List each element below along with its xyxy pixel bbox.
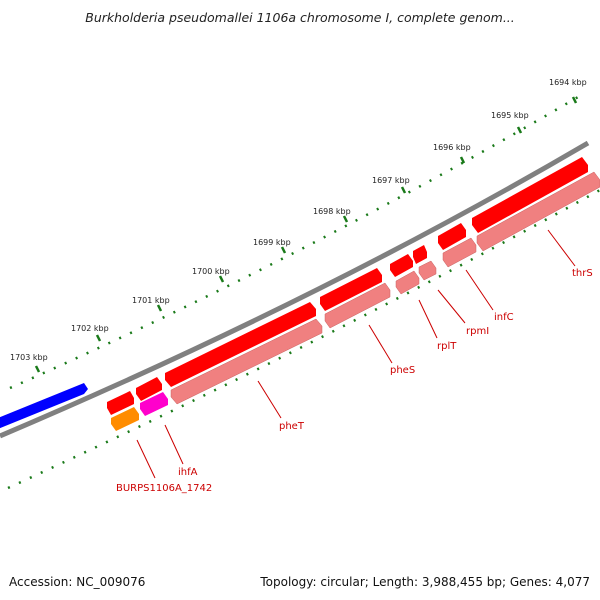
topology-label: Topology: circular; Length: 3,988,455 bp… bbox=[260, 575, 590, 589]
ruler-tick-label: 1702 kbp bbox=[71, 324, 109, 333]
forward-strand-genes bbox=[0, 157, 588, 429]
gene-label-thrS: thrS bbox=[572, 268, 593, 279]
gene-pheS-track bbox=[324, 282, 391, 329]
gene-label-BURPS1106A_1742: BURPS1106A_1742 bbox=[116, 483, 212, 494]
outer-ruler: 1694 kbp 1695 kbp 1696 kbp 1697 kbp 1698… bbox=[9, 78, 587, 390]
leader-infC bbox=[465, 269, 494, 311]
leader-rplT bbox=[418, 299, 438, 339]
ruler-tick bbox=[156, 304, 163, 312]
leader-rpmI bbox=[437, 289, 466, 324]
genome-backbone bbox=[0, 140, 590, 439]
secondary-track-genes bbox=[111, 171, 600, 431]
ruler-tick-label: 1703 kbp bbox=[10, 353, 48, 362]
ruler-tick bbox=[34, 365, 41, 373]
gene-labels: thrS infC rpmI rplT pheS pheT ihfA BURPS… bbox=[116, 268, 593, 494]
ruler-tick-label: 1700 kbp bbox=[192, 267, 230, 276]
leader-BURPS1106A_1742 bbox=[136, 439, 156, 479]
gene-rpmI bbox=[413, 245, 427, 264]
gene-label-rplT: rplT bbox=[437, 341, 457, 352]
ruler-tick bbox=[459, 156, 466, 164]
gene-BURPS1106A_1742-track bbox=[111, 407, 139, 431]
ruler-tick bbox=[516, 126, 523, 134]
ruler-tick bbox=[342, 215, 349, 223]
leader-thrS bbox=[547, 229, 576, 267]
inner-ruler-line bbox=[7, 188, 600, 490]
gene-BURPS1106A_1742 bbox=[107, 391, 134, 415]
accession-label: Accession: NC_009076 bbox=[9, 575, 146, 589]
gene-pheT bbox=[165, 302, 316, 387]
gene-pheS bbox=[320, 268, 382, 311]
gene-label-infC: infC bbox=[494, 312, 514, 323]
gene-infC bbox=[438, 223, 466, 250]
leader-pheS bbox=[368, 324, 393, 364]
gene-thrS-track bbox=[476, 171, 600, 252]
ruler-tick-label: 1694 kbp bbox=[549, 78, 587, 87]
ruler-tick bbox=[400, 186, 407, 194]
gene-label-pheS: pheS bbox=[390, 365, 415, 376]
gene-blue bbox=[0, 383, 88, 429]
gene-rpmI-track bbox=[418, 260, 437, 281]
ruler-tick bbox=[571, 96, 578, 104]
ruler-tick-label: 1696 kbp bbox=[433, 143, 471, 152]
gene-pheT-track bbox=[170, 318, 323, 405]
ruler-tick-label: 1699 kbp bbox=[253, 238, 291, 247]
gene-label-leaders bbox=[136, 229, 576, 479]
leader-pheT bbox=[257, 380, 282, 419]
ruler-tick-label: 1698 kbp bbox=[313, 207, 351, 216]
gene-label-ihfA: ihfA bbox=[178, 467, 198, 478]
ruler-major-ticks bbox=[34, 96, 578, 373]
gene-label-rpmI: rpmI bbox=[466, 326, 489, 337]
gene-rplT-track bbox=[395, 270, 420, 295]
gene-ihfA-track bbox=[140, 392, 168, 416]
ruler-tick bbox=[280, 246, 287, 254]
ruler-tick bbox=[218, 275, 225, 283]
gene-infC-track bbox=[442, 237, 477, 268]
ruler-tick-label: 1695 kbp bbox=[491, 111, 529, 120]
ruler-tick-label: 1697 kbp bbox=[372, 176, 410, 185]
ruler-tick bbox=[95, 334, 102, 342]
gene-label-pheT: pheT bbox=[279, 421, 305, 432]
leader-ihfA bbox=[164, 424, 184, 465]
gene-rplT bbox=[390, 254, 413, 277]
map-title: Burkholderia pseudomallei 1106a chromoso… bbox=[85, 10, 515, 25]
gene-ihfA bbox=[136, 377, 162, 401]
gene-thrS bbox=[472, 157, 588, 233]
ruler-tick-label: 1701 kbp bbox=[132, 296, 170, 305]
